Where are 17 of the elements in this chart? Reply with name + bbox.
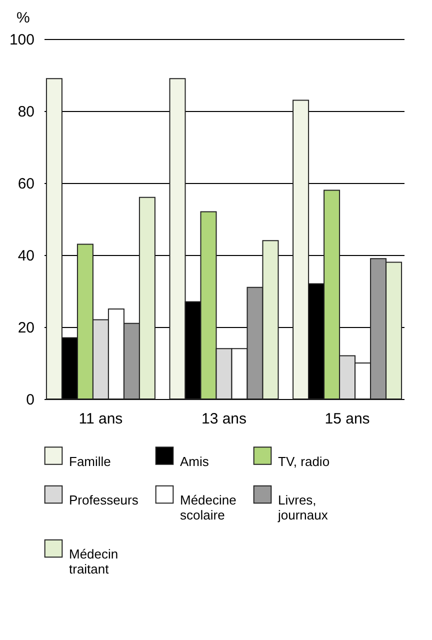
legend-label: Famille bbox=[69, 454, 111, 469]
legend-label: Médecin traitant bbox=[69, 546, 118, 576]
y-tick-label: 80 bbox=[18, 104, 34, 120]
legend-label: Amis bbox=[180, 454, 210, 469]
legend-label: Livres, journaux bbox=[277, 492, 328, 522]
legend-label: TV, radio bbox=[278, 454, 330, 469]
legend-label: Professeurs bbox=[69, 492, 139, 508]
y-tick-label: 20 bbox=[18, 320, 34, 336]
x-tick-label: 11 ans bbox=[78, 410, 123, 428]
y-tick-label: 60 bbox=[18, 176, 34, 192]
y-tick-label: 40 bbox=[18, 248, 34, 264]
y-axis-title: % bbox=[16, 10, 30, 26]
legend-label: Médecine scolaire bbox=[180, 492, 236, 522]
x-tick-label: 13 ans bbox=[201, 410, 247, 428]
x-tick-label: 15 ans bbox=[324, 410, 370, 428]
y-tick-label: 0 bbox=[26, 392, 34, 408]
y-tick-label: 100 bbox=[9, 32, 34, 48]
